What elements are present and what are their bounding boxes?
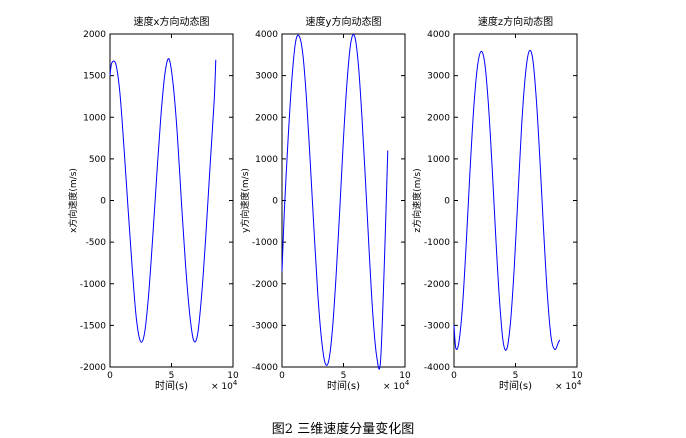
x-exponent-base: × 10 bbox=[383, 382, 405, 392]
chart-panel-1: -2000 -1500 -1000 -500 0 500 1000 1500 2000 0 5 10×… bbox=[67, 15, 239, 392]
y-tick-label: 1500 bbox=[83, 72, 106, 82]
y-tick-label: 2000 bbox=[255, 113, 278, 123]
chart-panel-2: -4000 -3000 -2000 -1000 0 1000 2000 3000 4000 0 5 1… bbox=[239, 15, 411, 392]
y-tick-label: 2000 bbox=[427, 113, 450, 123]
x-exponent-power: 4 bbox=[577, 379, 582, 387]
y-axis-label: z方向速度(m/s) bbox=[411, 168, 423, 232]
chart-title: 速度x方向动态图 bbox=[134, 15, 210, 28]
x-tick-label: 0 bbox=[279, 371, 285, 381]
y-axis-label: y方向速度(m/s) bbox=[239, 168, 251, 233]
y-tick-label: -1500 bbox=[80, 321, 106, 331]
y-tick-label: 4000 bbox=[255, 30, 278, 40]
x-tick-label: 10 bbox=[227, 371, 239, 381]
x-tick-label: 10 bbox=[399, 371, 411, 381]
x-tick-label: 0 bbox=[451, 371, 457, 381]
y-tick-label: 0 bbox=[100, 197, 106, 207]
y-tick-label: 1000 bbox=[255, 155, 278, 165]
y-axis-label: x方向速度(m/s) bbox=[67, 168, 79, 233]
x-exponent-power: 4 bbox=[405, 379, 410, 387]
y-tick-label: -1000 bbox=[424, 238, 450, 248]
y-tick-label: 0 bbox=[272, 197, 278, 207]
series-line-1 bbox=[109, 58, 217, 343]
chart-panel-3: -4000 -3000 -2000 -1000 0 1000 2000 3000 4000 0 5 1… bbox=[411, 15, 583, 392]
y-tick-label: -1000 bbox=[80, 280, 106, 290]
x-tick-label: 5 bbox=[341, 371, 347, 381]
y-tick-label: 2000 bbox=[83, 30, 106, 40]
x-exponent-label: × 104 bbox=[555, 379, 582, 392]
figure-caption: 图2 三维速度分量变化图 bbox=[271, 422, 415, 437]
x-exponent-base: × 10 bbox=[555, 382, 577, 392]
y-tick-label: 500 bbox=[89, 155, 106, 165]
y-tick-label: -4000 bbox=[252, 363, 278, 373]
y-tick-label: 1000 bbox=[427, 155, 450, 165]
y-tick-label: -2000 bbox=[252, 280, 278, 290]
x-tick-label: 0 bbox=[107, 371, 113, 381]
plot-frame bbox=[453, 33, 578, 368]
x-exponent-base: × 10 bbox=[211, 382, 233, 392]
y-tick-label: 1000 bbox=[83, 113, 106, 123]
chart-title: 速度y方向动态图 bbox=[306, 15, 382, 28]
x-exponent-label: × 104 bbox=[211, 379, 238, 392]
y-tick-label: -500 bbox=[86, 238, 107, 248]
y-tick-label: -1000 bbox=[252, 238, 278, 248]
x-axis-label: 时间(s) bbox=[155, 379, 188, 392]
x-exponent-power: 4 bbox=[233, 379, 238, 387]
x-tick-label: 5 bbox=[513, 371, 519, 381]
y-tick-label: -3000 bbox=[252, 321, 278, 331]
y-tick-label: 3000 bbox=[255, 72, 278, 82]
y-tick-label: 4000 bbox=[427, 30, 450, 40]
x-tick-label: 5 bbox=[169, 371, 175, 381]
y-tick-label: 3000 bbox=[427, 72, 450, 82]
y-tick-label: -2000 bbox=[80, 363, 106, 373]
x-tick-label: 10 bbox=[571, 371, 583, 381]
x-axis-label: 时间(s) bbox=[499, 379, 532, 392]
y-tick-label: -3000 bbox=[424, 321, 450, 331]
series-line-1 bbox=[281, 34, 389, 370]
series-line-1 bbox=[453, 49, 561, 351]
y-tick-label: -2000 bbox=[424, 280, 450, 290]
y-tick-label: 0 bbox=[444, 197, 450, 207]
x-exponent-label: × 104 bbox=[383, 379, 410, 392]
x-axis-label: 时间(s) bbox=[327, 379, 360, 392]
chart-title: 速度z方向动态图 bbox=[478, 15, 553, 28]
y-tick-label: -4000 bbox=[424, 363, 450, 373]
